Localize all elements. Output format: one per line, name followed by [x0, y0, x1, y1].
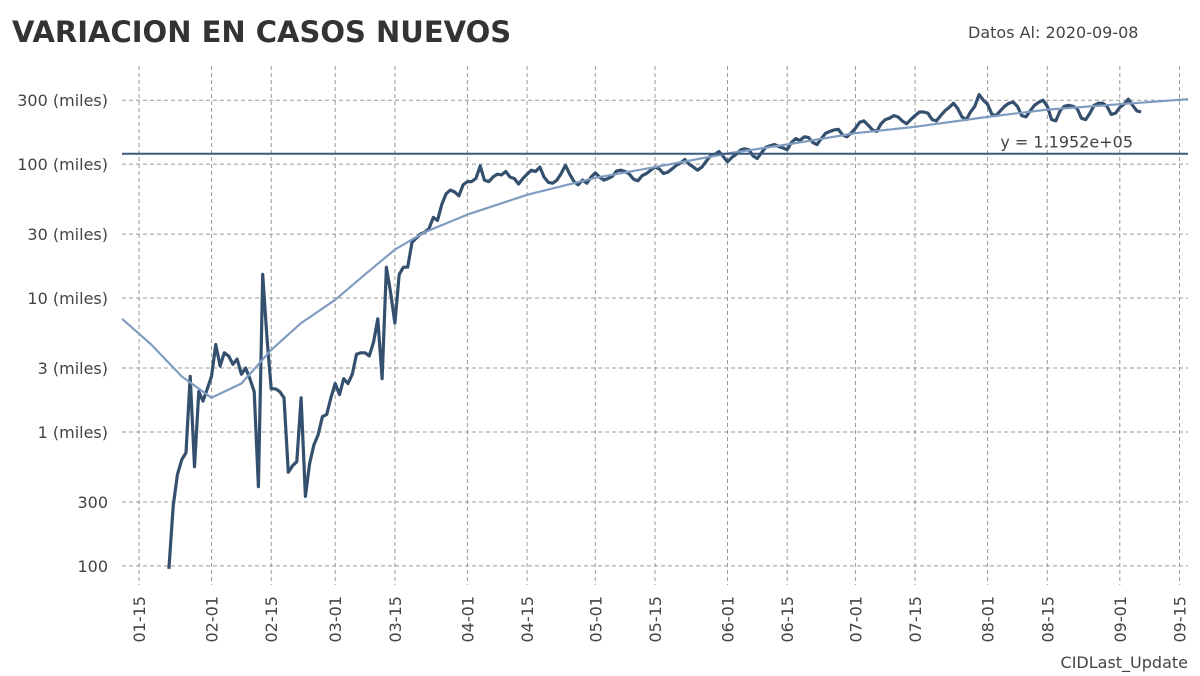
reference-label: y = 1.1952e+05	[1000, 133, 1133, 152]
footer: CIDLast_Update	[1061, 653, 1188, 673]
x-tick-label: 06-01	[718, 596, 737, 643]
y-tick-label: 100	[77, 557, 108, 576]
x-tick-label: 09-15	[1170, 596, 1189, 643]
chart-title: VARIACION EN CASOS NUEVOS	[12, 15, 511, 49]
x-tick-label: 07-15	[906, 596, 925, 643]
x-tick-label: 01-15	[130, 596, 149, 643]
x-tick-label: 07-01	[846, 596, 865, 643]
y-tick-label: 3 (miles)	[38, 359, 108, 378]
x-tick-label: 04-01	[458, 596, 477, 643]
data-line	[167, 93, 1142, 570]
y-tick-label: 100 (miles)	[17, 155, 108, 174]
chart-subtitle: Datos Al: 2020-09-08	[968, 23, 1138, 42]
y-tick-label: 1 (miles)	[38, 423, 108, 442]
x-tick-label: 03-01	[326, 596, 345, 643]
x-tick-label: 03-15	[386, 596, 405, 643]
x-tick-label: 02-15	[262, 596, 281, 643]
y-tick-label: 300	[77, 493, 108, 512]
x-tick-label: 05-15	[646, 596, 665, 643]
x-tick-label: 06-15	[778, 596, 797, 643]
y-tick-label: 10 (miles)	[27, 289, 108, 308]
x-tick-label: 08-01	[979, 596, 998, 643]
x-tick-label: 02-01	[203, 596, 222, 643]
x-tick-label: 05-01	[586, 596, 605, 643]
x-tick-label: 08-15	[1038, 596, 1057, 643]
x-tick-label: 04-15	[518, 596, 537, 643]
y-tick-label: 30 (miles)	[27, 225, 108, 244]
y-tick-label: 300 (miles)	[17, 91, 108, 110]
trend-line	[121, 98, 1189, 399]
x-tick-label: 09-01	[1111, 596, 1130, 643]
